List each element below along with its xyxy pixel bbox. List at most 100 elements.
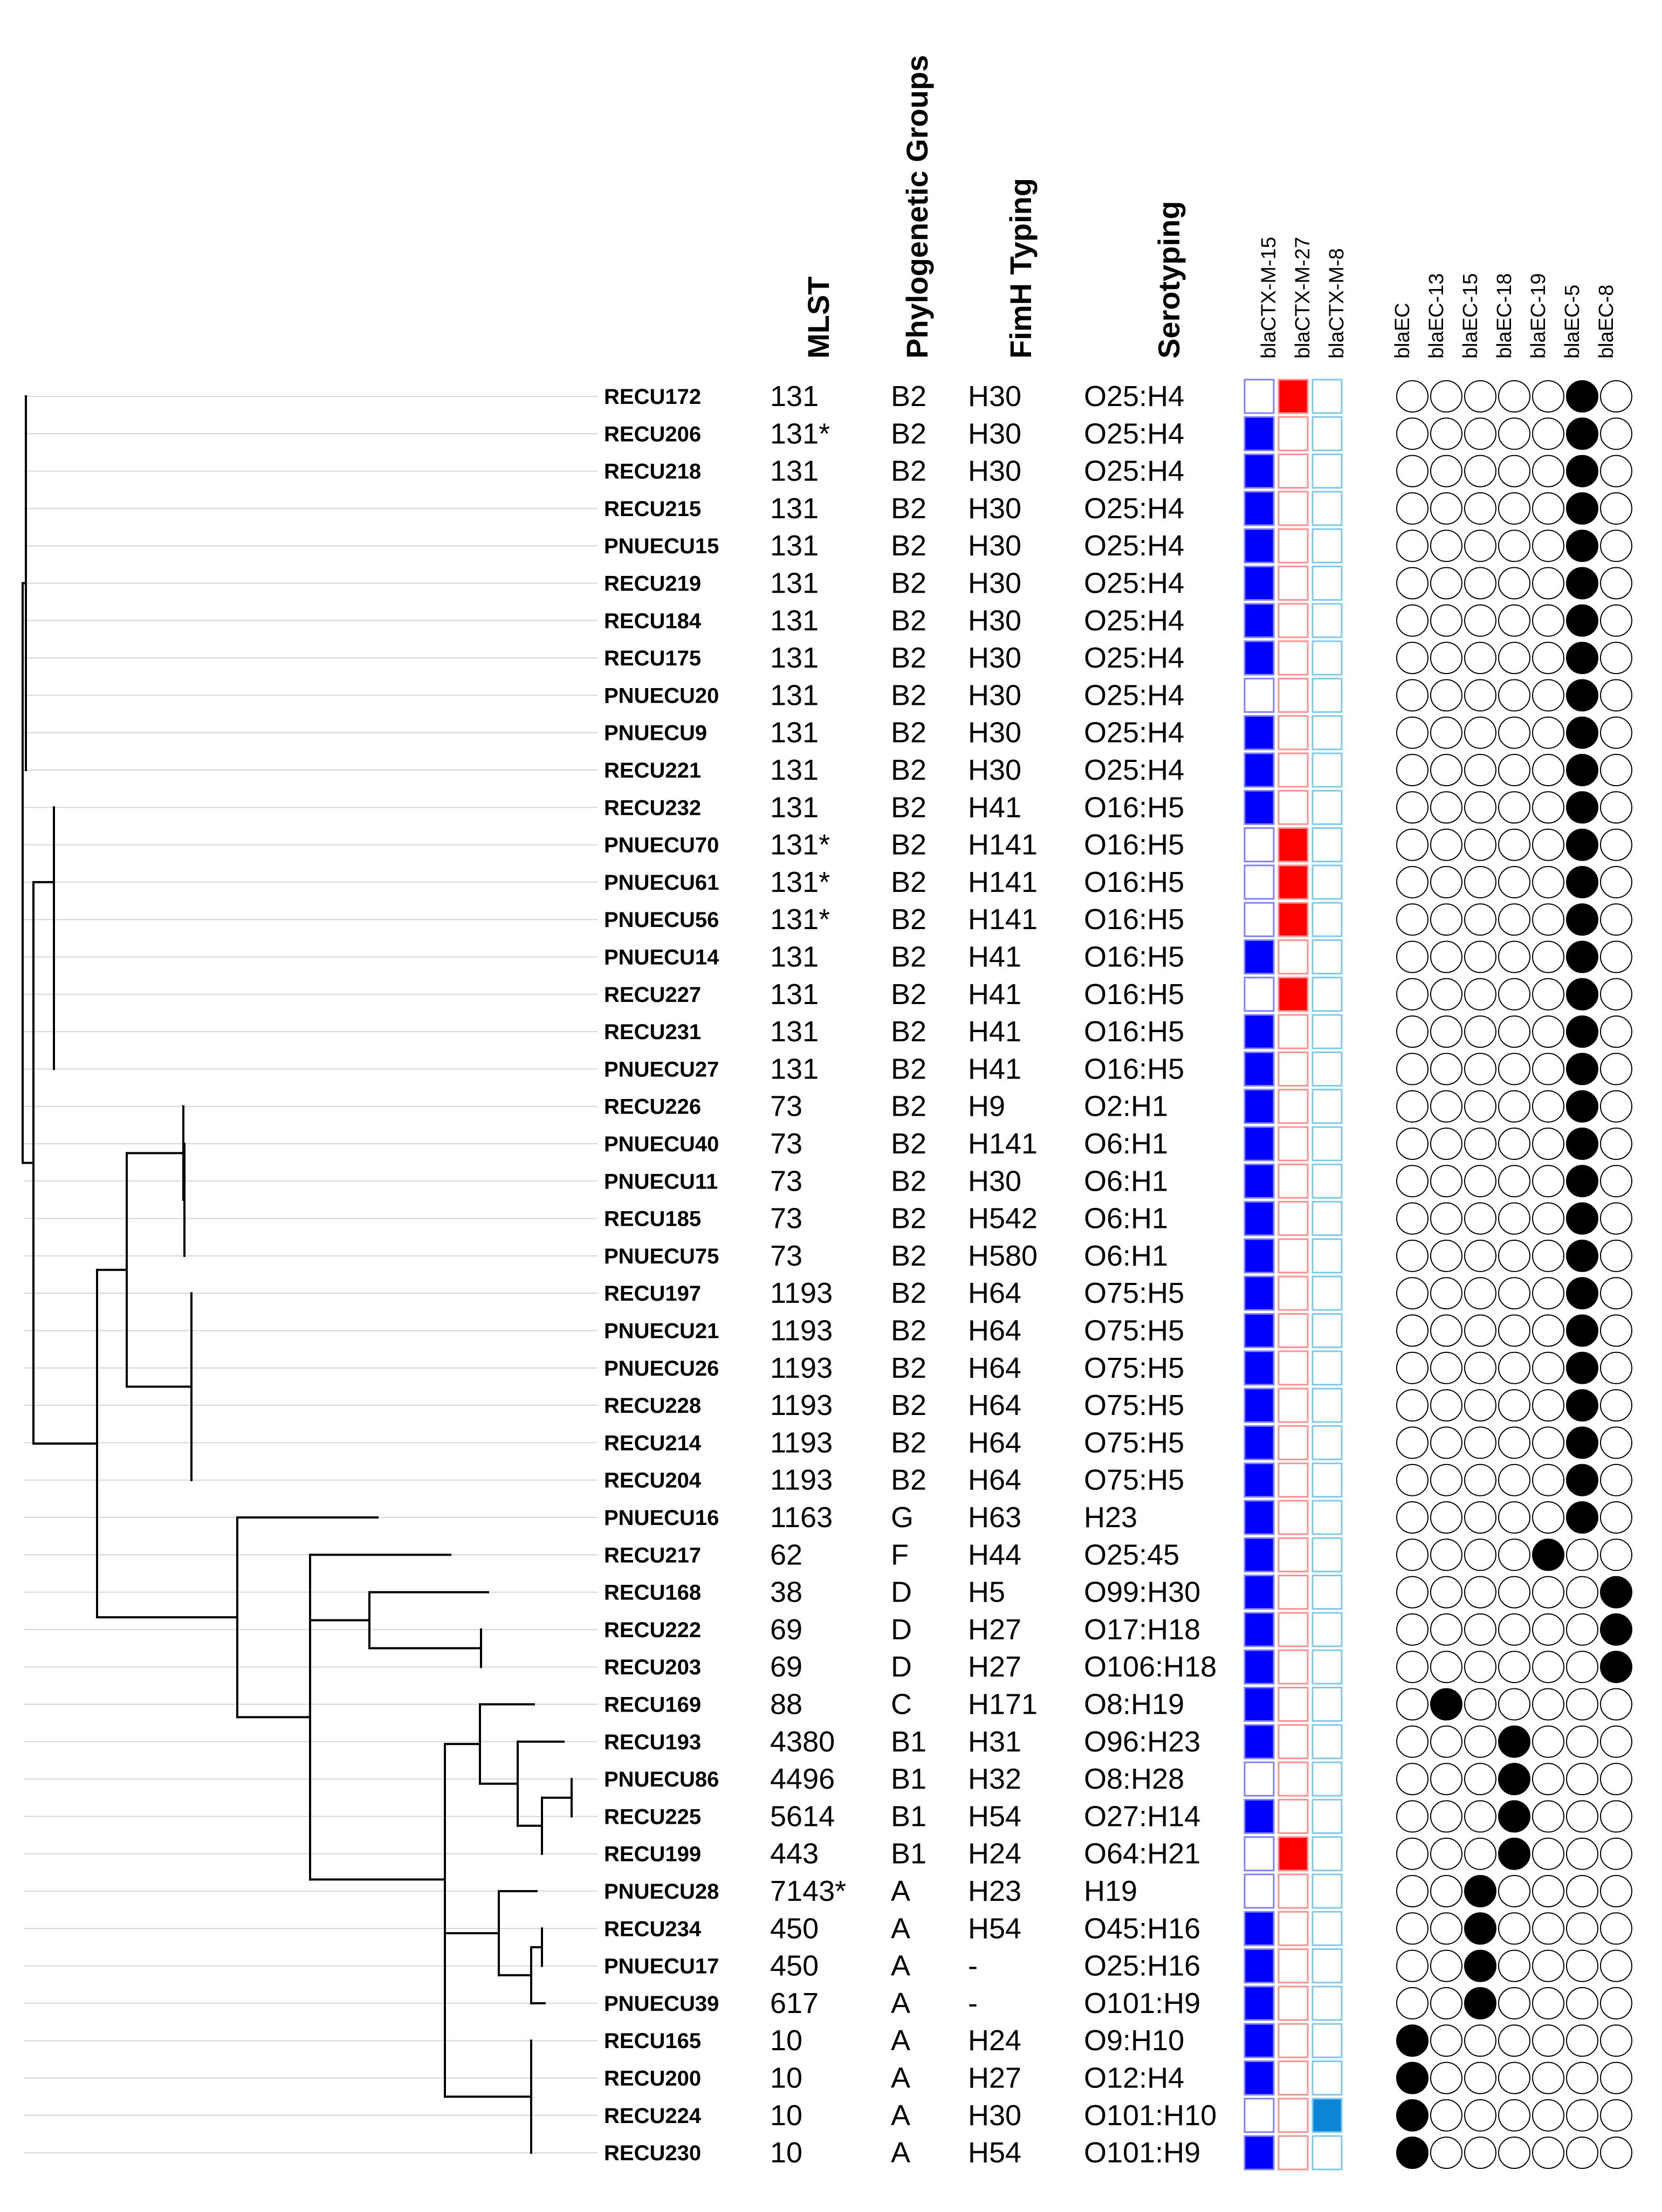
ec-cell-blaec-8 [1600, 1949, 1632, 1982]
ec-cell-blaec-19 [1532, 1426, 1564, 1459]
ec-cell-blaec-15 [1464, 1501, 1496, 1534]
fimh-value: H30 [968, 380, 1021, 413]
ctx-cell-blactx-m-15 [1244, 939, 1275, 974]
serotype-value: O16:H5 [1084, 903, 1184, 936]
phylogenetic-group-value: B2 [891, 1277, 926, 1309]
ec-cell-blaec-5 [1566, 417, 1598, 450]
mlst-value: 450 [770, 1950, 819, 1982]
ec-cell-blaec-5 [1566, 1314, 1598, 1347]
ec-cell-blaec-5 [1566, 1351, 1598, 1384]
mlst-value: 131 [770, 455, 819, 487]
ec-cell-blaec-8 [1600, 1800, 1632, 1833]
ec-cell-blaec-8 [1600, 1090, 1632, 1123]
ec-cell-blaec-5 [1566, 1239, 1598, 1272]
ec-cell-blaec [1396, 604, 1429, 637]
ec-cell-blaec-18 [1498, 940, 1530, 973]
ec-cell-blaec-8 [1600, 1912, 1632, 1945]
isolate-row: RECU169 88 C H171 O8:H19 [604, 1687, 1632, 1722]
ec-cell-blaec [1396, 1763, 1429, 1796]
ctx-cell-blactx-m-27 [1278, 827, 1309, 863]
ec-cell-blaec-5 [1566, 567, 1598, 600]
ctx-cell-blactx-m-8 [1311, 1014, 1343, 1049]
ctx-cell-blactx-m-15 [1244, 1761, 1275, 1797]
phylogenetic-group-value: C [891, 1688, 912, 1721]
ec-cell-blaec-5 [1566, 1464, 1598, 1496]
ctx-cell-blactx-m-27 [1278, 1948, 1309, 1984]
ctx-cell-blactx-m-8 [1311, 1126, 1343, 1162]
ctx-cell-blactx-m-27 [1278, 1163, 1309, 1199]
ec-cell-blaec-8 [1600, 1725, 1632, 1758]
isolate-row: RECU225 5614 B1 H54 O27:H14 [604, 1798, 1632, 1834]
serotype-value: O16:H5 [1084, 978, 1184, 1011]
fimh-value: H41 [968, 978, 1021, 1011]
mlst-value: 131 [770, 791, 819, 823]
isolate-row: PNUECU70 131* B2 H141 O16:H5 [604, 827, 1632, 863]
ec-cell-blaec-15 [1464, 1800, 1496, 1833]
phylogenetic-group-value: A [891, 2099, 910, 2132]
ec-cell-blaec-15 [1464, 1464, 1496, 1496]
ctx-cell-blactx-m-27 [1278, 1350, 1309, 1386]
ctx-cell-blactx-m-27 [1278, 1425, 1309, 1460]
serotype-value: O64:H21 [1084, 1838, 1200, 1870]
ctx-cell-blactx-m-15 [1244, 1126, 1275, 1162]
ec-cell-blaec-13 [1430, 492, 1462, 525]
fimh-value: H64 [968, 1389, 1021, 1421]
ec-cell-blaec-18 [1498, 828, 1530, 861]
ec-cell-blaec-5 [1566, 903, 1598, 936]
isolate-id: RECU165 [604, 2029, 701, 2053]
ec-cell-blaec-19 [1532, 1763, 1564, 1796]
ec-cell-blaec-19 [1532, 2062, 1564, 2094]
ctx-cell-blactx-m-8 [1311, 1537, 1343, 1572]
ec-cell-blaec-5 [1566, 716, 1598, 749]
ec-cell-blaec-13 [1430, 1426, 1462, 1459]
ctx-cell-blactx-m-8 [1311, 1500, 1343, 1535]
isolate-row: RECU197 1193 B2 H64 O75:H5 [604, 1275, 1632, 1311]
ec-cell-blaec-15 [1464, 530, 1496, 562]
ec-cell-blaec-19 [1532, 1314, 1564, 1347]
mlst-value: 62 [770, 1538, 802, 1571]
ec-cell-blaec-15 [1464, 1314, 1496, 1347]
ec-cell-blaec-8 [1600, 791, 1632, 824]
phylogenetic-group-value: B2 [891, 1315, 926, 1347]
ec-cell-blaec-13 [1430, 1576, 1462, 1609]
ec-cell-blaec-13 [1430, 978, 1462, 1011]
ec-cell-blaec-5 [1566, 530, 1598, 562]
ec-cell-blaec-18 [1498, 903, 1530, 936]
ec-cell-blaec-15 [1464, 1725, 1496, 1758]
ec-cell-blaec-19 [1532, 1651, 1564, 1684]
fimh-value: H24 [968, 2024, 1021, 2057]
phylogenetic-group-value: B2 [891, 530, 926, 562]
phylogenetic-group-value: B1 [891, 1726, 926, 1758]
isolate-row: PNUECU39 617 A - O101:H9 [604, 1986, 1632, 2021]
isolate-id: RECU204 [604, 1469, 702, 1493]
ec-cell-blaec-13 [1430, 1987, 1462, 2019]
ctx-cell-blactx-m-8 [1311, 1350, 1343, 1386]
ctx-cell-blactx-m-27 [1278, 454, 1309, 489]
fimh-value: H64 [968, 1352, 1021, 1384]
fimh-value: H171 [968, 1688, 1038, 1721]
mlst-value: 131 [770, 492, 819, 525]
mlst-value: 1193 [770, 1464, 833, 1496]
ec-cell-blaec-8 [1600, 754, 1632, 786]
ec-cell-blaec-19 [1532, 604, 1564, 637]
isolate-row: RECU226 73 B2 H9 O2:H1 [604, 1089, 1632, 1124]
ec-cell-blaec-13 [1430, 380, 1462, 413]
phylogenetic-group-value: B2 [891, 604, 926, 637]
ctx-cell-blactx-m-8 [1311, 1836, 1343, 1872]
ec-cell-blaec-18 [1498, 417, 1530, 450]
isolate-id: RECU228 [604, 1394, 701, 1418]
phylogenetic-group-value: B2 [891, 903, 926, 936]
isolate-id: RECU214 [604, 1431, 702, 1455]
mlst-value: 7143* [770, 1875, 846, 1907]
header-phylogenetic-groups: Phylogenetic Groups [900, 55, 934, 359]
ec-cell-blaec-18 [1498, 1949, 1530, 1982]
serotype-value: O17:H18 [1084, 1613, 1200, 1646]
ec-cell-blaec-15 [1464, 417, 1496, 450]
header-blaec: blaEC [1391, 303, 1414, 359]
serotype-value: O25:45 [1084, 1538, 1179, 1571]
ec-cell-blaec-8 [1600, 1128, 1632, 1160]
isolate-row: PNUECU28 7143* A H23 H19 [604, 1873, 1632, 1909]
ctx-cell-blactx-m-27 [1278, 1575, 1309, 1610]
ec-cell-blaec-15 [1464, 1688, 1496, 1721]
ctx-cell-blactx-m-27 [1278, 1612, 1309, 1647]
